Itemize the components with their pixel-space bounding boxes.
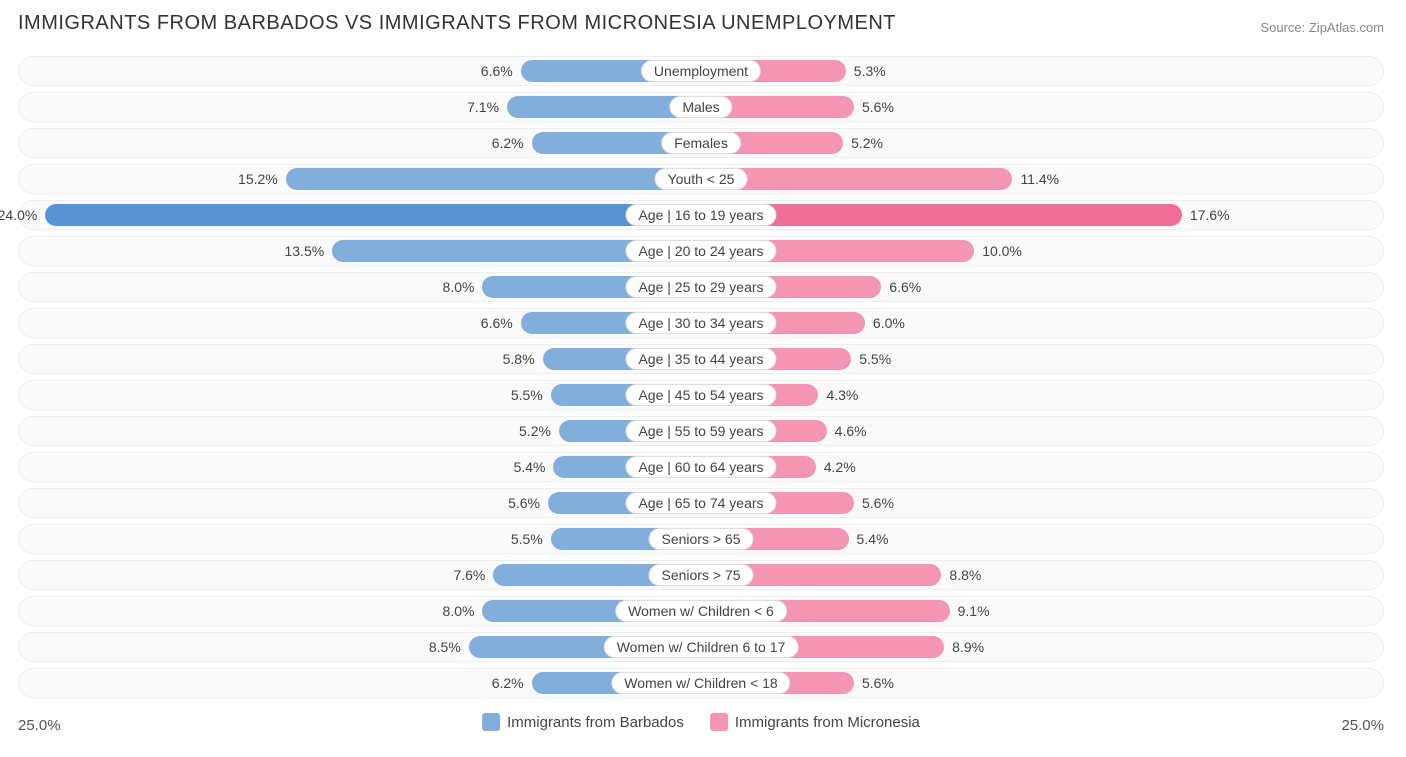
value-left: 8.5% (429, 639, 461, 655)
category-label: Age | 65 to 74 years (625, 492, 776, 514)
value-left: 8.0% (443, 279, 475, 295)
legend-item-barbados: Immigrants from Barbados (482, 713, 684, 731)
value-right: 8.8% (949, 567, 981, 583)
value-right: 8.9% (952, 639, 984, 655)
bar-left (45, 204, 701, 226)
value-right: 6.6% (889, 279, 921, 295)
category-label: Age | 20 to 24 years (625, 240, 776, 262)
category-label: Age | 16 to 19 years (625, 204, 776, 226)
value-left: 6.6% (481, 63, 513, 79)
value-right: 4.2% (824, 459, 856, 475)
chart-row: 5.5% 5.4% Seniors > 65 (18, 522, 1384, 556)
value-right: 5.6% (862, 99, 894, 115)
value-left: 24.0% (0, 207, 37, 223)
category-label: Age | 60 to 64 years (625, 456, 776, 478)
value-left: 13.5% (284, 243, 324, 259)
chart-row: 6.2% 5.2% Females (18, 126, 1384, 160)
value-right: 4.3% (826, 387, 858, 403)
chart-row: 6.6% 5.3% Unemployment (18, 54, 1384, 88)
chart-row: 5.2% 4.6% Age | 55 to 59 years (18, 414, 1384, 448)
chart-row: 24.0%17.6%Age | 16 to 19 years (18, 198, 1384, 232)
value-left: 5.5% (511, 531, 543, 547)
chart-row: 15.2% 11.4% Youth < 25 (18, 162, 1384, 196)
value-right: 5.6% (862, 675, 894, 691)
value-left: 5.8% (503, 351, 535, 367)
category-label: Females (661, 132, 741, 154)
category-label: Age | 45 to 54 years (625, 384, 776, 406)
chart-row: 13.5% 10.0% Age | 20 to 24 years (18, 234, 1384, 268)
category-label: Age | 25 to 29 years (625, 276, 776, 298)
value-left: 5.2% (519, 423, 551, 439)
value-left: 5.5% (511, 387, 543, 403)
category-label: Age | 30 to 34 years (625, 312, 776, 334)
value-left: 6.2% (492, 135, 524, 151)
value-left: 15.2% (238, 171, 278, 187)
value-right: 5.5% (859, 351, 891, 367)
bar-left (286, 168, 701, 190)
value-right: 5.6% (862, 495, 894, 511)
value-right: 4.6% (835, 423, 867, 439)
value-right: 11.4% (1020, 171, 1059, 187)
chart-row: 6.6% 6.0% Age | 30 to 34 years (18, 306, 1384, 340)
legend-label: Immigrants from Micronesia (735, 714, 920, 731)
value-right: 5.3% (854, 63, 886, 79)
category-label: Women w/ Children < 18 (611, 672, 790, 694)
chart-row: 7.6% 8.8% Seniors > 75 (18, 558, 1384, 592)
value-left: 7.6% (453, 567, 485, 583)
chart-row: 5.8% 5.5% Age | 35 to 44 years (18, 342, 1384, 376)
legend-swatch-icon (710, 713, 728, 731)
legend: Immigrants from Barbados Immigrants from… (482, 713, 920, 731)
chart-row: 7.1% 5.6% Males (18, 90, 1384, 124)
chart-title: IMMIGRANTS FROM BARBADOS VS IMMIGRANTS F… (18, 12, 896, 35)
category-label: Unemployment (641, 60, 761, 82)
category-label: Youth < 25 (655, 168, 748, 190)
value-right: 10.0% (982, 243, 1022, 259)
axis-max-left: 25.0% (18, 717, 61, 734)
chart-footer: 25.0% 25.0% Immigrants from Barbados Imm… (18, 713, 1384, 743)
category-label: Seniors > 75 (649, 564, 754, 586)
category-label: Seniors > 65 (649, 528, 754, 550)
chart-row: 5.4% 4.2% Age | 60 to 64 years (18, 450, 1384, 484)
value-right: 17.6% (1190, 207, 1230, 223)
value-right: 9.1% (958, 603, 990, 619)
category-label: Women w/ Children 6 to 17 (604, 636, 799, 658)
chart-row: 8.5% 8.9% Women w/ Children 6 to 17 (18, 630, 1384, 664)
category-label: Age | 35 to 44 years (625, 348, 776, 370)
category-label: Males (669, 96, 732, 118)
value-left: 7.1% (467, 99, 499, 115)
chart-row: 5.5% 4.3% Age | 45 to 54 years (18, 378, 1384, 412)
bar-right (701, 168, 1012, 190)
value-left: 8.0% (443, 603, 475, 619)
value-right: 5.2% (851, 135, 883, 151)
value-right: 6.0% (873, 315, 905, 331)
chart-row: 8.0% 9.1% Women w/ Children < 6 (18, 594, 1384, 628)
chart-area: 6.6% 5.3% Unemployment 7.1% 5.6% Males 6.2% 5.2… (18, 54, 1384, 703)
legend-item-micronesia: Immigrants from Micronesia (710, 713, 920, 731)
value-left: 5.6% (508, 495, 540, 511)
value-left: 6.2% (492, 675, 524, 691)
axis-max-right: 25.0% (1341, 717, 1384, 734)
value-left: 5.4% (514, 459, 546, 475)
legend-swatch-icon (482, 713, 500, 731)
chart-row: 6.2% 5.6% Women w/ Children < 18 (18, 666, 1384, 700)
value-left: 6.6% (481, 315, 513, 331)
value-right: 5.4% (857, 531, 889, 547)
chart-row: 5.6% 5.6% Age | 65 to 74 years (18, 486, 1384, 520)
chart-row: 8.0% 6.6% Age | 25 to 29 years (18, 270, 1384, 304)
chart-source: Source: ZipAtlas.com (1260, 20, 1384, 35)
category-label: Women w/ Children < 6 (615, 600, 787, 622)
legend-label: Immigrants from Barbados (507, 714, 684, 731)
category-label: Age | 55 to 59 years (625, 420, 776, 442)
